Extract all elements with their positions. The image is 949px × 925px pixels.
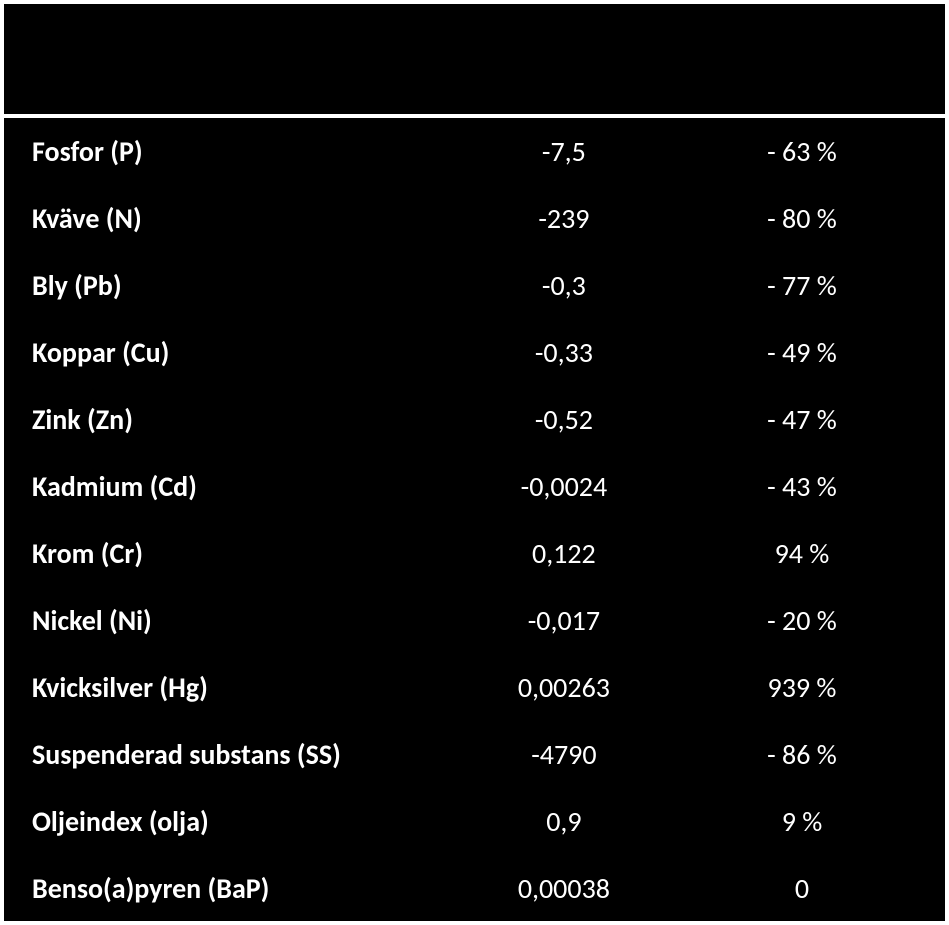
data-table: Fosfor (P) -7,5 - 63 % Kväve (N) -239 - … bbox=[4, 118, 945, 922]
cell-percent: - 86 % bbox=[691, 721, 945, 788]
cell-value: -7,5 bbox=[437, 118, 691, 185]
cell-name: Koppar (Cu) bbox=[4, 319, 437, 386]
cell-name: Fosfor (P) bbox=[4, 118, 437, 185]
cell-value: -0,0024 bbox=[437, 453, 691, 520]
table-row: Suspenderad substans (SS) -4790 - 86 % bbox=[4, 721, 945, 788]
cell-name: Kväve (N) bbox=[4, 185, 437, 252]
cell-percent: - 80 % bbox=[691, 185, 945, 252]
cell-value: -0,017 bbox=[437, 587, 691, 654]
cell-percent: 94 % bbox=[691, 520, 945, 587]
cell-name: Nickel (Ni) bbox=[4, 587, 437, 654]
cell-name: Oljeindex (olja) bbox=[4, 788, 437, 855]
cell-name: Kvicksilver (Hg) bbox=[4, 654, 437, 721]
cell-value: -0,52 bbox=[437, 386, 691, 453]
cell-percent: - 47 % bbox=[691, 386, 945, 453]
cell-percent: - 43 % bbox=[691, 453, 945, 520]
cell-name: Bly (Pb) bbox=[4, 252, 437, 319]
table-frame: Fosfor (P) -7,5 - 63 % Kväve (N) -239 - … bbox=[0, 0, 949, 925]
cell-value: -0,33 bbox=[437, 319, 691, 386]
cell-value: 0,00263 bbox=[437, 654, 691, 721]
cell-percent: - 63 % bbox=[691, 118, 945, 185]
cell-name: Kadmium (Cd) bbox=[4, 453, 437, 520]
cell-percent: - 77 % bbox=[691, 252, 945, 319]
header-spacer bbox=[4, 4, 945, 118]
cell-percent: - 49 % bbox=[691, 319, 945, 386]
cell-percent: - 20 % bbox=[691, 587, 945, 654]
cell-name: Zink (Zn) bbox=[4, 386, 437, 453]
table-row: Koppar (Cu) -0,33 - 49 % bbox=[4, 319, 945, 386]
cell-percent: 939 % bbox=[691, 654, 945, 721]
table-row: Kväve (N) -239 - 80 % bbox=[4, 185, 945, 252]
table-row: Kvicksilver (Hg) 0,00263 939 % bbox=[4, 654, 945, 721]
cell-percent: 9 % bbox=[691, 788, 945, 855]
cell-value: -0,3 bbox=[437, 252, 691, 319]
cell-name: Benso(a)pyren (BaP) bbox=[4, 855, 437, 922]
cell-name: Krom (Cr) bbox=[4, 520, 437, 587]
cell-percent: 0 bbox=[691, 855, 945, 922]
cell-value: -239 bbox=[437, 185, 691, 252]
table-row: Bly (Pb) -0,3 - 77 % bbox=[4, 252, 945, 319]
table-row: Fosfor (P) -7,5 - 63 % bbox=[4, 118, 945, 185]
cell-value: 0,9 bbox=[437, 788, 691, 855]
cell-value: 0,00038 bbox=[437, 855, 691, 922]
table-row: Oljeindex (olja) 0,9 9 % bbox=[4, 788, 945, 855]
table-row: Zink (Zn) -0,52 - 47 % bbox=[4, 386, 945, 453]
table-row: Nickel (Ni) -0,017 - 20 % bbox=[4, 587, 945, 654]
cell-value: -4790 bbox=[437, 721, 691, 788]
table-row: Krom (Cr) 0,122 94 % bbox=[4, 520, 945, 587]
table-row: Kadmium (Cd) -0,0024 - 43 % bbox=[4, 453, 945, 520]
table-row: Benso(a)pyren (BaP) 0,00038 0 bbox=[4, 855, 945, 922]
cell-name: Suspenderad substans (SS) bbox=[4, 721, 437, 788]
cell-value: 0,122 bbox=[437, 520, 691, 587]
